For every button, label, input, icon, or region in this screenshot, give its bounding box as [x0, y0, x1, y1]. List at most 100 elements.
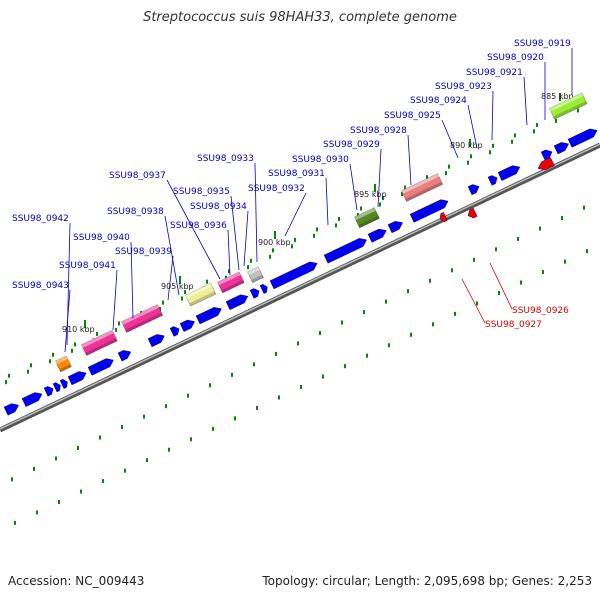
cds-forward-arrow: [249, 288, 260, 299]
cds-reverse-arrow-shape: [439, 212, 448, 223]
cds-forward-arrow: [367, 228, 387, 243]
cds-reverse-arrow: [439, 212, 448, 223]
highlight-gene-shine: [55, 355, 68, 365]
highlight-gene-body: [185, 282, 217, 307]
cds-forward-arrow: [269, 261, 318, 290]
cds-forward-arrow-shape: [67, 371, 87, 386]
highlight-gene-shine: [121, 304, 160, 325]
highlight-gene-body: [401, 173, 444, 202]
label-leader-line: [164, 215, 180, 296]
cds-forward-arrow-shape: [21, 392, 43, 407]
highlight-gene-shade: [59, 364, 72, 372]
cds-forward-arrow-shape: [195, 307, 222, 325]
cds-forward-arrow: [43, 386, 54, 397]
gene-label: SSU98_0930: [292, 155, 349, 165]
cds-forward-arrow: [67, 371, 87, 386]
cds-forward-arrow: [195, 307, 222, 325]
highlight-gene-block: [81, 329, 118, 356]
highlight-gene-block: [121, 304, 164, 333]
gene-label: SSU98_0927: [485, 320, 542, 330]
cds-forward-arrow: [117, 350, 132, 362]
cds-forward-arrow-shape: [249, 288, 260, 299]
cds-reverse-arrow-shape: [467, 207, 478, 219]
cds-forward-arrow-shape: [323, 238, 367, 264]
gene-label: SSU98_0936: [170, 221, 227, 231]
tick-label: 890 kbp: [450, 141, 483, 150]
cds-forward-arrow: [179, 319, 195, 332]
gene-label: SSU98_0937: [109, 171, 166, 181]
gene-label: SSU98_0932: [248, 184, 305, 194]
genome-summary-text: Topology: circular; Length: 2,095,698 bp…: [262, 574, 592, 588]
genome-backbone: [0, 142, 600, 433]
gene-label: SSU98_0924: [410, 96, 467, 106]
highlight-gene-shine: [81, 330, 114, 348]
highlight-gene-block: [247, 266, 264, 284]
highlight-gene-shine: [354, 207, 376, 221]
gene-label: SSU98_0934: [190, 202, 247, 212]
cds-forward-arrow-shape: [497, 165, 521, 181]
label-leader-line: [254, 162, 258, 263]
label-leader-line: [489, 262, 513, 310]
label-leader-line: [349, 163, 358, 211]
highlight-gene-body: [217, 271, 245, 294]
gene-labels: SSU98_0919 SSU98_0920 SSU98_0921 SSU98_0923…: [12, 39, 571, 330]
gene-label: SSU98_0933: [197, 154, 254, 164]
cds-forward-arrow: [225, 294, 249, 311]
label-leader-line: [64, 289, 71, 353]
highlight-gene-block: [549, 92, 588, 120]
highlight-gene-shade: [553, 101, 588, 120]
backbone-highlight: [0, 143, 600, 430]
highlight-gene-shade: [358, 215, 380, 228]
label-leader-line: [227, 229, 231, 276]
cds-forward-arrow-shape: [467, 184, 480, 196]
highlight-gene-body: [354, 207, 380, 229]
gene-label: SSU98_0931: [268, 169, 325, 179]
cds-forward-arrow: [323, 238, 367, 264]
cds-forward-arrow-shape: [52, 382, 61, 393]
cds-reverse-arrow-shape: [537, 157, 555, 171]
cds-forward-arrow: [487, 175, 498, 186]
gene-label: SSU98_0938: [107, 207, 164, 217]
cds-forward-arrow-shape: [387, 221, 403, 234]
highlight-gene-shade: [125, 312, 163, 333]
highlight-gene-shade: [405, 181, 443, 202]
cds-forward-arrow-shape: [367, 228, 387, 243]
label-leader-line: [112, 269, 118, 331]
gene-label: SSU98_0925: [384, 111, 441, 121]
tick-label: 900 kbp: [258, 238, 291, 247]
cds-forward-arrow: [87, 358, 114, 376]
cds-forward-arrow-shape: [169, 326, 180, 337]
highlight-gene-shine: [217, 271, 241, 286]
gene-label: SSU98_0919: [514, 39, 571, 49]
gene-label: SSU98_0929: [323, 140, 380, 150]
highlight-gene-body: [549, 92, 588, 120]
cds-forward-arrow-shape: [43, 386, 54, 397]
cds-forward-arrow-shape: [553, 142, 569, 155]
gene-label: SSU98_0941: [59, 261, 116, 271]
gene-label: SSU98_0923: [435, 82, 492, 92]
cds-forward-arrow: [409, 199, 449, 223]
highlight-gene-block: [354, 207, 380, 229]
highlight-gene-block: [401, 173, 444, 202]
cds-forward-arrow-shape: [147, 334, 165, 348]
map-title: Streptococcus suis 98HAH33, complete gen…: [143, 10, 457, 25]
label-leader-line: [467, 104, 478, 149]
cds-forward-arrow: [540, 149, 553, 161]
gene-label: SSU98_0921: [466, 68, 523, 78]
cds-forward-arrow-shape: [540, 149, 553, 161]
label-leader-line: [130, 241, 134, 319]
backbone-line: [0, 142, 600, 433]
cds-reverse-arrow: [467, 207, 478, 219]
label-leader-line: [167, 255, 174, 301]
gene-features: [3, 92, 598, 416]
cds-forward-arrow-shape: [409, 199, 449, 223]
tick-label: 885 kbp: [541, 92, 574, 101]
label-leader-line: [407, 134, 412, 186]
gene-label: SSU98_0926: [512, 306, 569, 316]
cds-forward-arrow-shape: [259, 283, 268, 294]
cds-forward-arrow: [467, 184, 480, 196]
gene-label: SSU98_0935: [173, 187, 230, 197]
gene-label: SSU98_0920: [487, 53, 544, 63]
label-leader-lines: [64, 48, 573, 353]
